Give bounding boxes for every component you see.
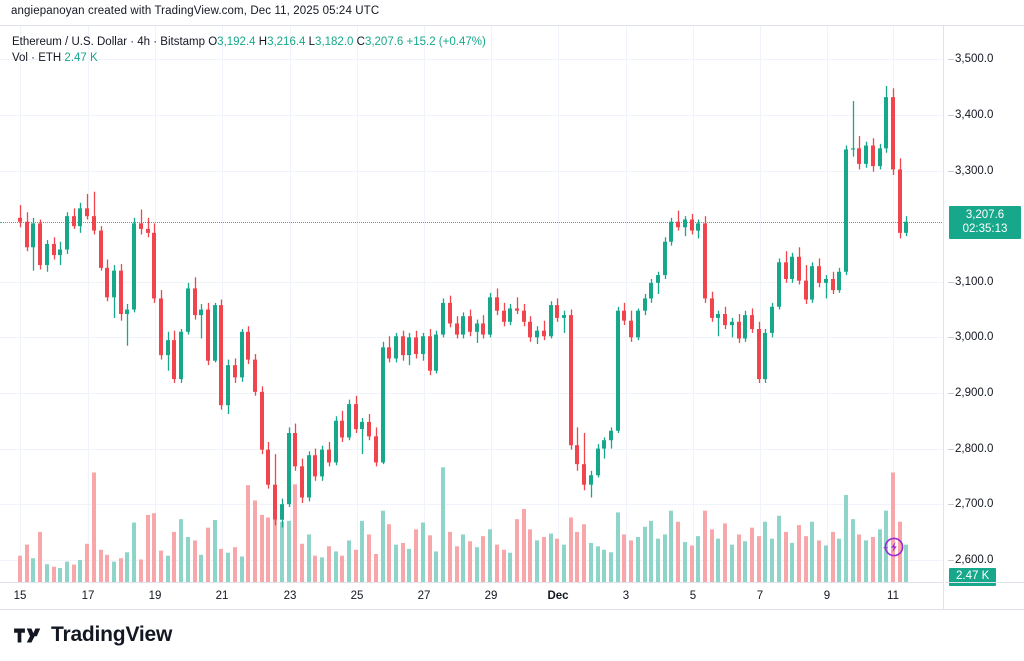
current-price-badge[interactable]: 3,207.6 02:35:13 (949, 206, 1021, 239)
price-tick-label: 3,300.0 (948, 165, 993, 177)
price-tick-label: 3,400.0 (948, 109, 993, 121)
time-tick-label: 21 (215, 590, 229, 602)
tradingview-logo[interactable]: TradingView (14, 623, 172, 647)
footer: TradingView (0, 610, 1024, 661)
tradingview-logo-icon (14, 628, 41, 642)
spark-lightning-icon[interactable] (880, 534, 906, 565)
time-tick-label: 5 (689, 590, 697, 602)
price-tick-label: 2,900.0 (948, 387, 993, 399)
plot-area[interactable] (0, 26, 944, 582)
price-tick-dash (948, 171, 954, 172)
current-price-value: 3,207.6 (965, 209, 1005, 221)
tradingview-logo-text: TradingView (51, 623, 173, 646)
price-tick-dash (948, 560, 954, 561)
price-tick-label: 2,800.0 (948, 443, 993, 455)
price-tick-dash (948, 115, 954, 116)
price-tick-dash (948, 337, 954, 338)
current-price-line (0, 222, 943, 223)
bar-countdown-value: 02:35:13 (962, 223, 1008, 235)
time-tick-label: 29 (484, 590, 498, 602)
time-tick-label: 15 (13, 590, 27, 602)
price-tick-label: 3,500.0 (948, 53, 993, 65)
price-tick-dash (948, 59, 954, 60)
time-tick-label: Dec (547, 590, 569, 602)
price-tick-label: 3,000.0 (948, 331, 993, 343)
time-tick-label: 19 (148, 590, 162, 602)
price-tick-label: 2,600.0 (948, 554, 993, 566)
time-axis[interactable]: 15 17 19 21 23 25 27 29 Dec 3 5 7 9 11 (0, 582, 944, 610)
time-axis-corner (945, 582, 1024, 610)
time-tick-label: 27 (417, 590, 431, 602)
candlestick-series (18, 86, 908, 582)
attribution-text: angiepanoyan created with TradingView.co… (11, 5, 380, 17)
price-tick-label: 3,100.0 (948, 276, 993, 288)
time-tick-label: 11 (887, 590, 899, 602)
time-tick-label: 3 (622, 590, 630, 602)
price-tick-dash (948, 393, 954, 394)
volume-badge[interactable]: 2.47 K (949, 568, 997, 586)
time-tick-label: 25 (350, 590, 364, 602)
time-tick-label: 9 (823, 590, 831, 602)
price-tick-dash (948, 282, 954, 283)
chart-frame: 3,500.0 3,400.0 3,300.0 3,100.0 3,000.0 2,900… (0, 25, 1024, 610)
price-axis[interactable]: 3,500.0 3,400.0 3,300.0 3,100.0 3,000.0 2,900… (945, 26, 1024, 586)
price-tick-dash (948, 504, 954, 505)
time-tick-label: 7 (756, 590, 764, 602)
time-tick-label: 23 (283, 590, 297, 602)
price-tick-dash (948, 449, 954, 450)
time-tick-label: 17 (81, 590, 95, 602)
price-tick-label: 2,700.0 (948, 498, 993, 510)
